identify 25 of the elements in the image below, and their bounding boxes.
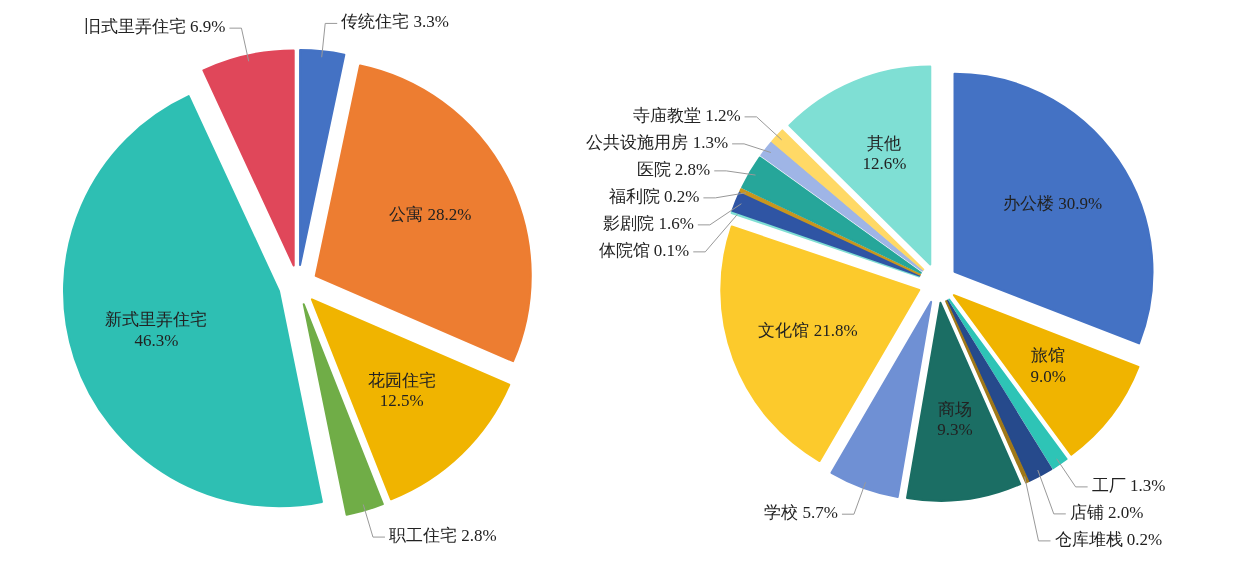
slice-label: 医院 2.8% — [636, 159, 711, 179]
data-label: 46.3% — [134, 330, 179, 350]
data-label: 12.5% — [379, 391, 424, 411]
slice-label: 商场 — [937, 399, 972, 419]
slice-label: 旅馆 — [1031, 346, 1066, 366]
slice-label: 学校 5.7% — [764, 503, 838, 523]
data-label: 9.3% — [937, 419, 973, 439]
data-label: 12.6% — [862, 154, 907, 174]
slice-label: 办公楼 30.9% — [1002, 193, 1103, 213]
slice-label: 旧式里弄住宅 6.9% — [83, 17, 226, 37]
slice-label: 体院馆 0.1% — [598, 240, 690, 260]
slice-label: 工厂 1.3% — [1091, 475, 1166, 495]
slice-label: 仓库堆栈 0.2% — [1054, 529, 1163, 549]
slice-label: 其他 — [867, 133, 902, 153]
slice-label: 职工住宅 2.8% — [388, 526, 497, 545]
slice-label: 新式里弄住宅 — [105, 310, 208, 330]
slice-label: 花园住宅 — [367, 370, 436, 390]
slice-label: 福利院 0.2% — [608, 186, 700, 206]
slice-label: 文化馆 21.8% — [758, 320, 858, 340]
slice-label: 公寓 28.2% — [389, 205, 472, 225]
data-label: 9.0% — [1030, 366, 1066, 386]
slice-label: 店铺 2.0% — [1069, 502, 1144, 522]
slice-label: 影剧院 1.6% — [603, 213, 694, 233]
slice-label: 传统住宅 3.3% — [341, 12, 449, 32]
slice-label: 寺庙教堂 1.2% — [632, 105, 741, 125]
